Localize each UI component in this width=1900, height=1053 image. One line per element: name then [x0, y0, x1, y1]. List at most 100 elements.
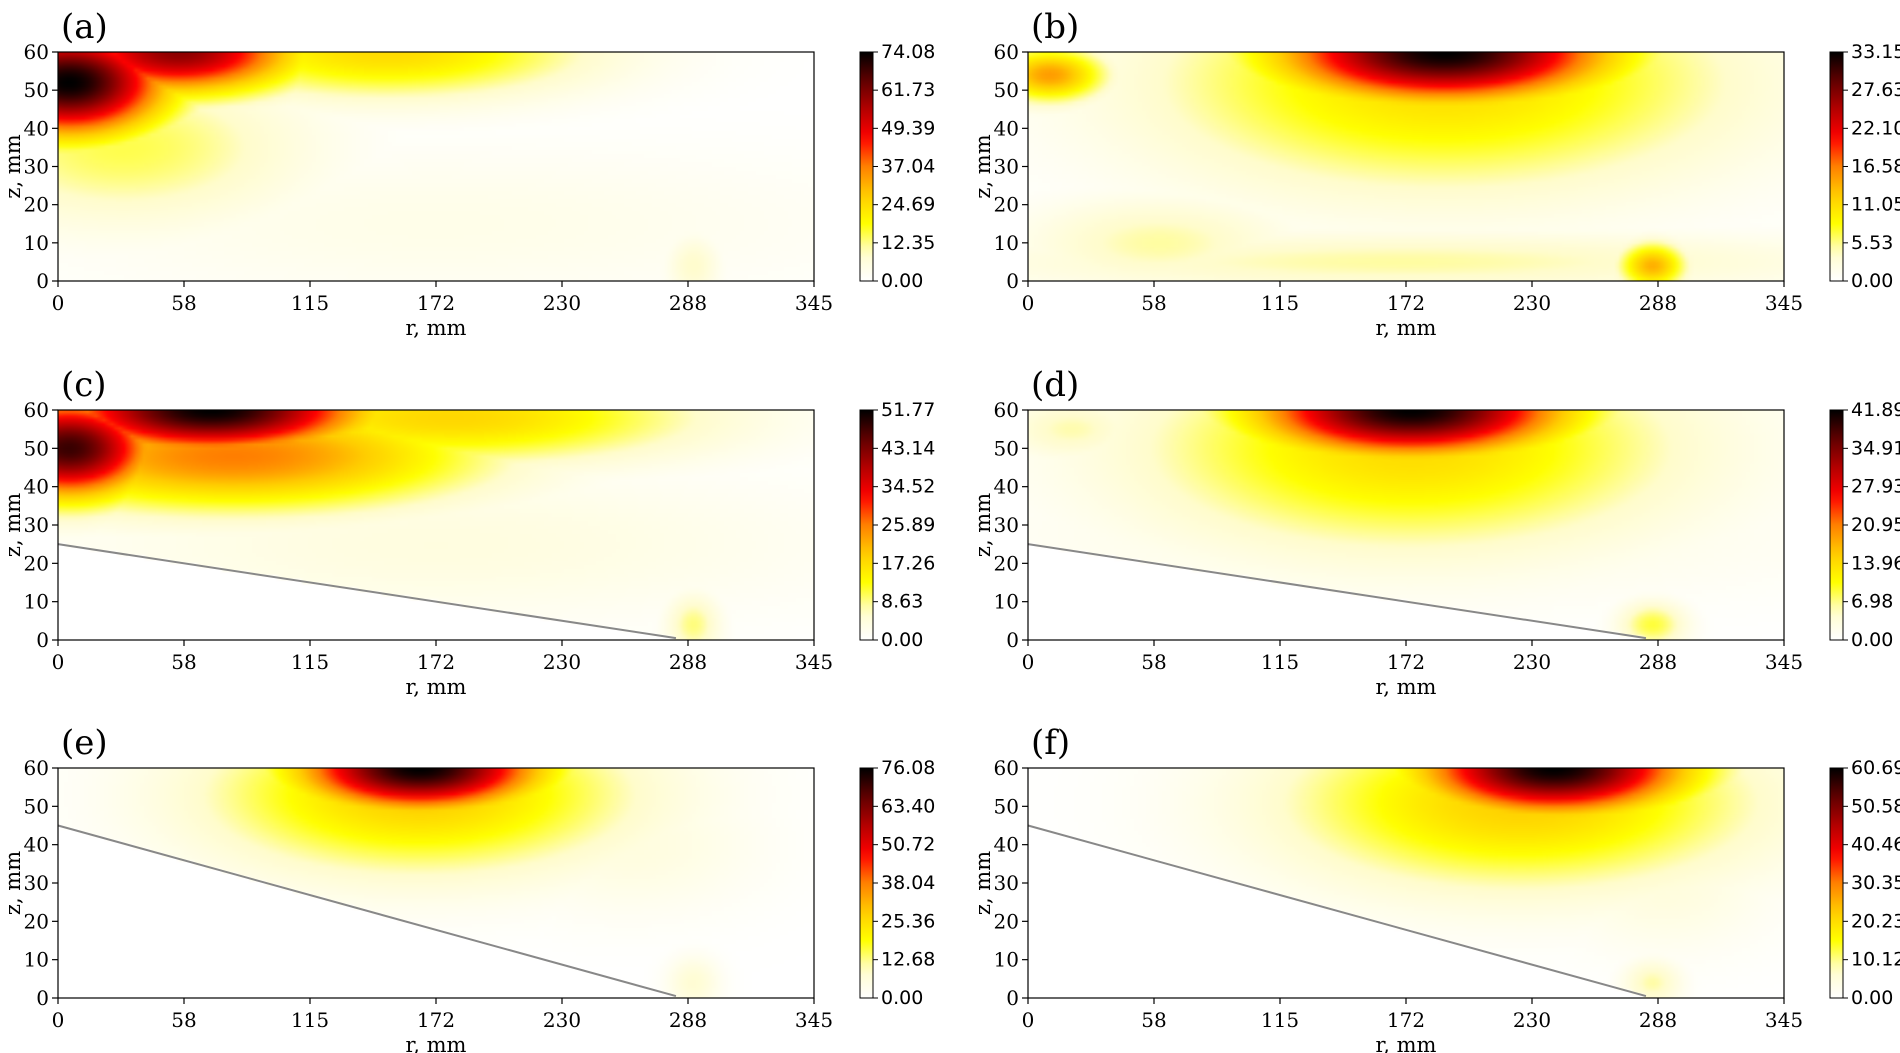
y-tick-label: 20: [994, 193, 1019, 217]
x-tick-label: 0: [52, 291, 65, 315]
panel-c: 0 58 115 172 230 288 345 0 10 20 30 40 50 60 r, mm z, m…: [1, 365, 935, 699]
colorbar-tick-label: 33.15: [1851, 41, 1900, 63]
colorbar-tick-label: 6.98: [1851, 591, 1893, 613]
y-tick-label: 60: [24, 756, 49, 780]
y-tick-label: 20: [994, 909, 1019, 933]
colorbar-tick-label: 37.04: [881, 156, 935, 178]
y-tick-label: 30: [994, 513, 1019, 537]
y-tick-label: 0: [36, 628, 49, 652]
colorbar-tick-label: 12.35: [881, 232, 935, 254]
y-tick-label: 0: [1006, 986, 1019, 1010]
panel-b: 0 58 115 172 230 288 345 0 10 20 30 40 50 60 r, mm z, m…: [971, 7, 1900, 340]
heatmap-field: [1028, 52, 1784, 281]
heatmap-field: [1028, 768, 1784, 998]
x-axis-label: r, mm: [1376, 1033, 1437, 1053]
panel-e: 0 58 115 172 230 288 345 0 10 20 30 40 50 60 r, mm z, m…: [1, 723, 935, 1053]
y-tick-label: 30: [994, 155, 1019, 179]
x-tick-label: 345: [1765, 650, 1803, 674]
y-tick-label: 30: [24, 155, 49, 179]
y-tick-label: 50: [24, 436, 49, 460]
wall-line: [1027, 543, 1647, 640]
x-tick-label: 288: [669, 291, 707, 315]
x-tick-label: 345: [1765, 1008, 1803, 1032]
y-tick-label: 10: [994, 590, 1019, 614]
x-tick-label: 0: [1022, 1008, 1035, 1032]
y-tick-label: 50: [24, 78, 49, 102]
y-tick-label: 50: [24, 794, 49, 818]
colorbar-tick-label: 34.52: [881, 476, 935, 498]
y-tick-label: 10: [24, 590, 49, 614]
y-tick-label: 40: [24, 475, 49, 499]
y-tick-label: 60: [994, 40, 1019, 64]
y-axis-label: z, mm: [1, 851, 25, 915]
x-axis-label: r, mm: [406, 1033, 467, 1053]
x-tick-label: 115: [1261, 1008, 1299, 1032]
colorbar: [859, 767, 874, 999]
y-tick-label: 10: [24, 231, 49, 255]
x-tick-label: 115: [291, 291, 329, 315]
y-tick-label: 60: [24, 398, 49, 422]
colorbar-tick-label: 5.53: [1851, 232, 1893, 254]
x-axis-label: r, mm: [406, 675, 467, 699]
y-tick-label: 0: [36, 269, 49, 293]
y-tick-label: 20: [24, 193, 49, 217]
x-tick-label: 345: [795, 1008, 833, 1032]
y-tick-label: 60: [994, 398, 1019, 422]
colorbar-tick-label: 0.00: [1851, 987, 1893, 1009]
panel-label: (a): [61, 7, 108, 47]
colorbar-tick-label: 0.00: [881, 270, 923, 292]
colorbar: [859, 409, 874, 641]
y-tick-label: 40: [24, 116, 49, 140]
colorbar-tick-label: 16.58: [1851, 156, 1900, 178]
heatmap-field: [1028, 410, 1784, 640]
y-tick-label: 30: [24, 871, 49, 895]
y-tick-label: 10: [994, 231, 1019, 255]
y-tick-label: 0: [36, 986, 49, 1010]
y-tick-label: 10: [24, 948, 49, 972]
colorbar-tick-label: 20.95: [1851, 514, 1900, 536]
colorbar-tick-label: 60.69: [1851, 757, 1900, 779]
y-tick-label: 40: [994, 116, 1019, 140]
panel-label: (b): [1031, 7, 1079, 47]
colorbar-tick-label: 0.00: [881, 987, 923, 1009]
heatmap-field: [58, 410, 814, 640]
y-axis-label: z, mm: [971, 851, 995, 915]
x-tick-label: 172: [417, 650, 455, 674]
heatmap-field: [58, 52, 814, 281]
x-tick-label: 115: [291, 650, 329, 674]
colorbar-tick-label: 50.58: [1851, 795, 1900, 817]
colorbar-tick-label: 76.08: [881, 757, 935, 779]
x-tick-label: 230: [1513, 291, 1551, 315]
x-tick-label: 115: [1261, 650, 1299, 674]
x-tick-label: 115: [1261, 291, 1299, 315]
colorbar-tick-label: 63.40: [881, 795, 935, 817]
x-tick-label: 288: [1639, 650, 1677, 674]
y-tick-label: 20: [994, 551, 1019, 575]
colorbar-tick-label: 51.77: [881, 399, 935, 421]
x-tick-label: 345: [795, 650, 833, 674]
x-tick-label: 288: [669, 650, 707, 674]
colorbar-tick-label: 43.14: [881, 437, 935, 459]
colorbar-tick-label: 34.91: [1851, 437, 1900, 459]
colorbar-tick-label: 22.10: [1851, 117, 1900, 139]
y-axis-label: z, mm: [1, 493, 25, 557]
x-tick-label: 172: [1387, 650, 1425, 674]
colorbar-tick-label: 0.00: [881, 629, 923, 651]
y-axis-label: z, mm: [971, 134, 995, 198]
y-tick-label: 0: [1006, 628, 1019, 652]
y-tick-label: 40: [24, 833, 49, 857]
panel-label: (d): [1031, 365, 1079, 405]
y-tick-label: 40: [994, 475, 1019, 499]
y-tick-label: 20: [24, 909, 49, 933]
x-tick-label: 172: [417, 1008, 455, 1032]
x-tick-label: 58: [1141, 1008, 1166, 1032]
x-tick-label: 58: [1141, 291, 1166, 315]
wall-line: [57, 824, 677, 998]
colorbar-tick-label: 27.93: [1851, 476, 1900, 498]
colorbar-tick-label: 17.26: [881, 552, 935, 574]
x-tick-label: 58: [171, 1008, 196, 1032]
panel-a: 0 58 115 172 230 288 345 0 10 20 30 40 50 60 r, mm z, m…: [1, 7, 935, 340]
colorbar-tick-label: 24.69: [881, 194, 935, 216]
x-axis-label: r, mm: [406, 316, 467, 340]
